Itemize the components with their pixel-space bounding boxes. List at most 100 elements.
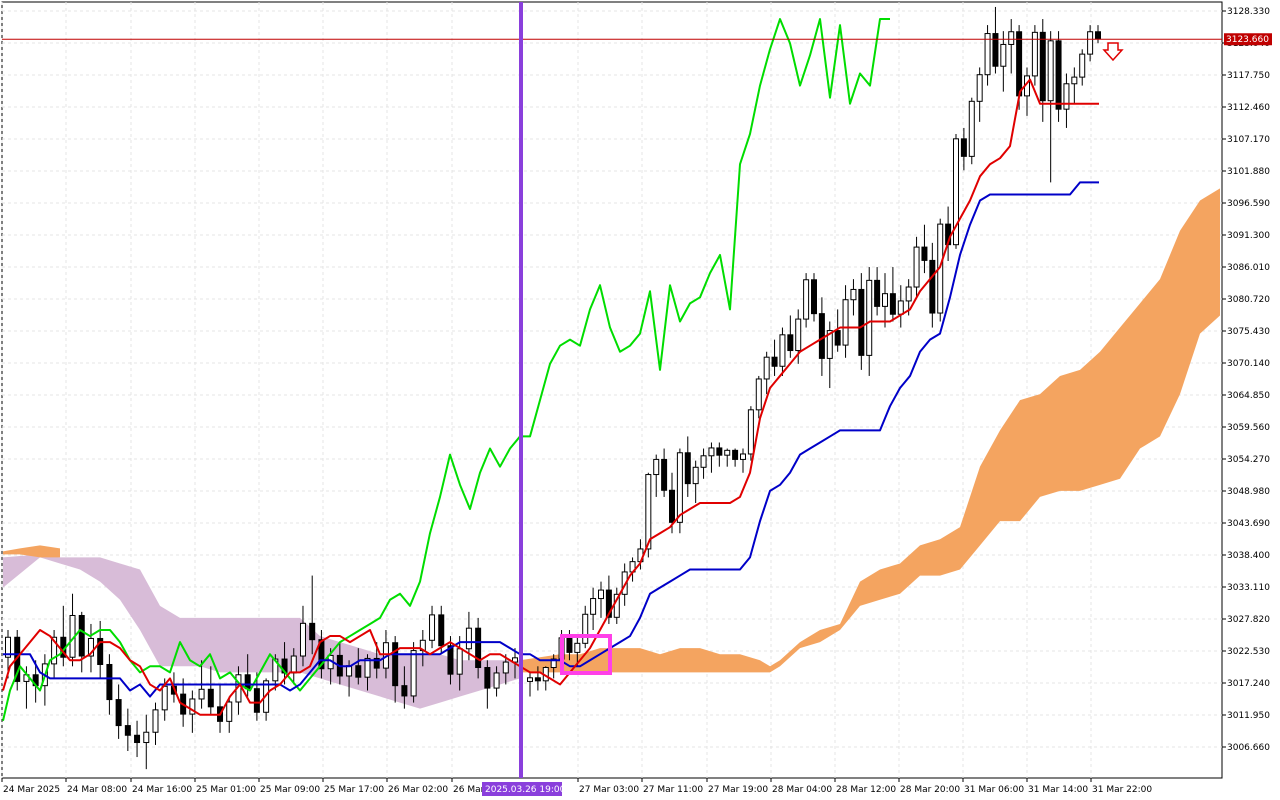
candle-bull xyxy=(272,658,279,682)
x-tick-label: 27 Mar 03:00 xyxy=(579,785,639,795)
candle-bull xyxy=(364,657,371,678)
candle-bear xyxy=(106,663,113,701)
candle-bull xyxy=(512,657,518,663)
x-tick-label: 31 Mar 22:00 xyxy=(1092,785,1152,795)
candle-bull xyxy=(51,636,58,665)
ichimoku-cloud xyxy=(3,188,1220,709)
candle-bull xyxy=(913,246,920,288)
y-tick-label: 3080.720 xyxy=(1227,295,1270,305)
candle-bear xyxy=(889,293,896,315)
candle-bull xyxy=(897,300,904,315)
x-tick-label: 24 Mar 08:00 xyxy=(67,785,127,795)
candle-bull xyxy=(226,701,233,722)
candle-bear xyxy=(1095,31,1101,40)
x-tick-label: 25 Mar 17:00 xyxy=(324,785,384,795)
candle-bear xyxy=(97,637,104,665)
candle-bear xyxy=(605,589,612,618)
candle-bull xyxy=(87,637,94,657)
y-tick-label: 3101.880 xyxy=(1227,167,1270,177)
crosshair-date-label: 2025.03.26 19:00 xyxy=(485,785,566,795)
candle-bear xyxy=(447,645,454,675)
y-tick-label: 3006.660 xyxy=(1227,743,1270,753)
y-tick-label: 3017.240 xyxy=(1227,679,1270,689)
candle-bull xyxy=(143,731,150,744)
x-tick-label: 24 Mar 16:00 xyxy=(132,785,192,795)
candle-bull xyxy=(842,299,849,346)
candle-bull xyxy=(653,458,660,476)
candle-bear xyxy=(874,279,881,307)
candle-bear xyxy=(207,688,214,708)
candle-bull xyxy=(882,293,888,307)
candle-bull xyxy=(299,622,306,657)
x-tick-label: 28 Mar 04:00 xyxy=(772,785,832,795)
candle-bull xyxy=(905,286,912,302)
candle-bull xyxy=(1031,31,1038,77)
x-tick-label: 27 Mar 11:00 xyxy=(643,785,703,795)
candle-bull xyxy=(465,627,472,650)
candle-bear xyxy=(716,447,723,456)
candle-bull xyxy=(189,698,196,715)
candle-bear xyxy=(124,725,131,736)
candle-bull xyxy=(1008,31,1015,45)
candle-bull xyxy=(779,334,786,367)
candle-bear xyxy=(661,458,668,491)
candle-bull xyxy=(763,356,770,380)
candle-bull xyxy=(795,318,802,352)
candle-bull xyxy=(708,447,715,457)
candle-bear xyxy=(929,259,936,314)
candle-bear xyxy=(834,330,841,346)
candle-bull xyxy=(1071,76,1078,85)
candle-bull xyxy=(676,452,683,523)
y-tick-label: 3075.430 xyxy=(1227,327,1270,337)
candle-bull xyxy=(1079,53,1086,78)
x-tick-label: 31 Mar 06:00 xyxy=(964,785,1024,795)
x-tick-label: 24 Mar 2025 xyxy=(3,785,60,795)
candle-bear xyxy=(309,622,316,641)
candle-bull xyxy=(747,409,754,455)
crosshair-date-badge xyxy=(482,782,562,796)
candle-bear xyxy=(787,334,794,352)
candle-bear xyxy=(771,356,778,367)
candle-bear xyxy=(78,614,85,657)
candle-bull xyxy=(803,279,810,320)
candle-bear xyxy=(732,449,739,460)
candle-bear xyxy=(811,279,817,315)
y-tick-label: 3011.950 xyxy=(1227,711,1270,721)
candle-bull xyxy=(5,636,11,658)
current-price-label: 3123.660 xyxy=(1226,35,1269,45)
x-tick-label: 25 Mar 09:00 xyxy=(260,785,320,795)
y-tick-label: 3086.010 xyxy=(1227,263,1270,273)
x-tick-label: 28 Mar 20:00 xyxy=(900,785,960,795)
y-tick-label: 3107.170 xyxy=(1227,135,1270,145)
candle-bear xyxy=(1055,40,1062,110)
cloud-bull xyxy=(520,188,1220,673)
candle-bull xyxy=(410,650,417,697)
candle-bear xyxy=(244,674,251,690)
x-tick-label: 31 Mar 14:00 xyxy=(1028,785,1088,795)
candle-bull xyxy=(621,571,628,595)
candle-bull xyxy=(152,709,159,733)
y-tick-label: 3054.270 xyxy=(1227,455,1270,465)
y-tick-label: 3038.400 xyxy=(1227,551,1270,561)
candle-bull xyxy=(582,613,589,644)
cloud-bear xyxy=(3,554,520,709)
y-tick-label: 3022.530 xyxy=(1227,647,1270,657)
candle-bear xyxy=(858,288,865,356)
candle-bear xyxy=(1016,31,1023,97)
candle-bear xyxy=(401,685,408,697)
y-tick-label: 3064.850 xyxy=(1227,391,1270,401)
candle-bear xyxy=(392,642,399,687)
candle-bull xyxy=(527,677,533,682)
y-tick-label: 3043.690 xyxy=(1227,519,1270,529)
candle-bear xyxy=(373,657,380,669)
candle-bear xyxy=(484,667,491,689)
candle-bull xyxy=(700,455,707,468)
candle-bear xyxy=(355,665,362,678)
candle-bear xyxy=(253,688,260,713)
candle-bull xyxy=(502,661,509,674)
candle-bull xyxy=(1000,43,1007,67)
candle-bull xyxy=(692,466,699,485)
y-tick-label: 3128.330 xyxy=(1227,7,1270,17)
tenkan-sen-line xyxy=(2,78,1099,716)
